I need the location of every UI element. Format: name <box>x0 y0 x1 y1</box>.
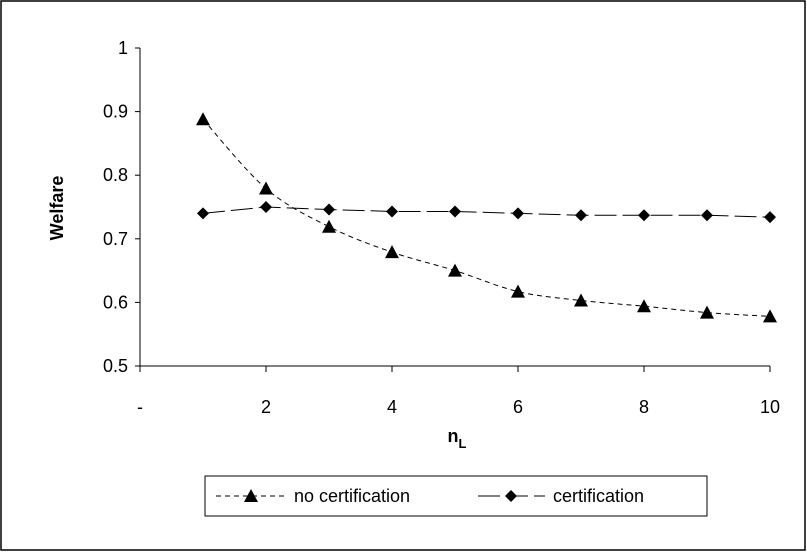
y-axis-title: Welfare <box>47 176 67 241</box>
data-point-diamond <box>323 203 335 216</box>
data-point-triangle <box>700 305 714 319</box>
legend-item-certification: certification <box>478 486 644 506</box>
data-point-triangle <box>637 299 651 313</box>
data-point-triangle <box>259 181 273 195</box>
x-tick-label: - <box>137 397 143 417</box>
legend: no certification certification <box>204 475 708 517</box>
data-point-triangle <box>574 293 588 307</box>
data-point-diamond <box>764 211 776 224</box>
legend-marker-diamond <box>505 490 517 502</box>
series-line <box>202 206 771 218</box>
data-point-diamond <box>638 209 650 222</box>
data-point-diamond <box>701 209 713 222</box>
x-tick-label: 6 <box>513 397 523 417</box>
x-axis-title: nL <box>448 426 467 451</box>
data-point-diamond <box>512 207 524 220</box>
legend-marker-triangle <box>244 489 258 502</box>
x-tick-label: 2 <box>261 397 271 417</box>
series-layer <box>196 112 777 323</box>
data-point-triangle <box>763 309 777 323</box>
y-tick-label: 0.9 <box>103 102 128 122</box>
x-tick-label: 4 <box>387 397 397 417</box>
y-tick-label: 0.8 <box>103 165 128 185</box>
y-tick-label: 0.5 <box>103 356 128 376</box>
series-no-certification <box>196 112 777 323</box>
x-tick-label: 10 <box>760 397 780 417</box>
x-tick-label: 8 <box>639 397 649 417</box>
legend-box <box>204 475 708 517</box>
y-tick-label: 1 <box>118 38 128 58</box>
legend-label: certification <box>553 486 644 506</box>
data-point-triangle <box>385 245 399 259</box>
series-line <box>202 118 771 317</box>
data-point-triangle <box>322 219 336 233</box>
data-point-diamond <box>197 207 209 220</box>
data-point-triangle <box>196 112 210 126</box>
data-point-diamond <box>260 201 272 213</box>
legend-label: no certification <box>294 486 410 506</box>
data-point-triangle <box>448 263 462 277</box>
y-tick-label: 0.6 <box>103 292 128 312</box>
data-point-diamond <box>449 205 461 218</box>
series-certification <box>197 201 776 224</box>
legend-item-no-certification: no certification <box>216 486 410 506</box>
x-axis-title-subscript: L <box>459 436 467 451</box>
data-point-diamond <box>575 209 587 222</box>
plot-axes: 0.5 0.6 0.7 0.8 0.9 1 - 2 4 6 8 10 <box>103 38 780 417</box>
data-point-diamond <box>386 205 398 218</box>
x-axis-title-main: n <box>448 426 459 446</box>
data-point-triangle <box>511 284 525 298</box>
y-tick-label: 0.7 <box>103 229 128 249</box>
